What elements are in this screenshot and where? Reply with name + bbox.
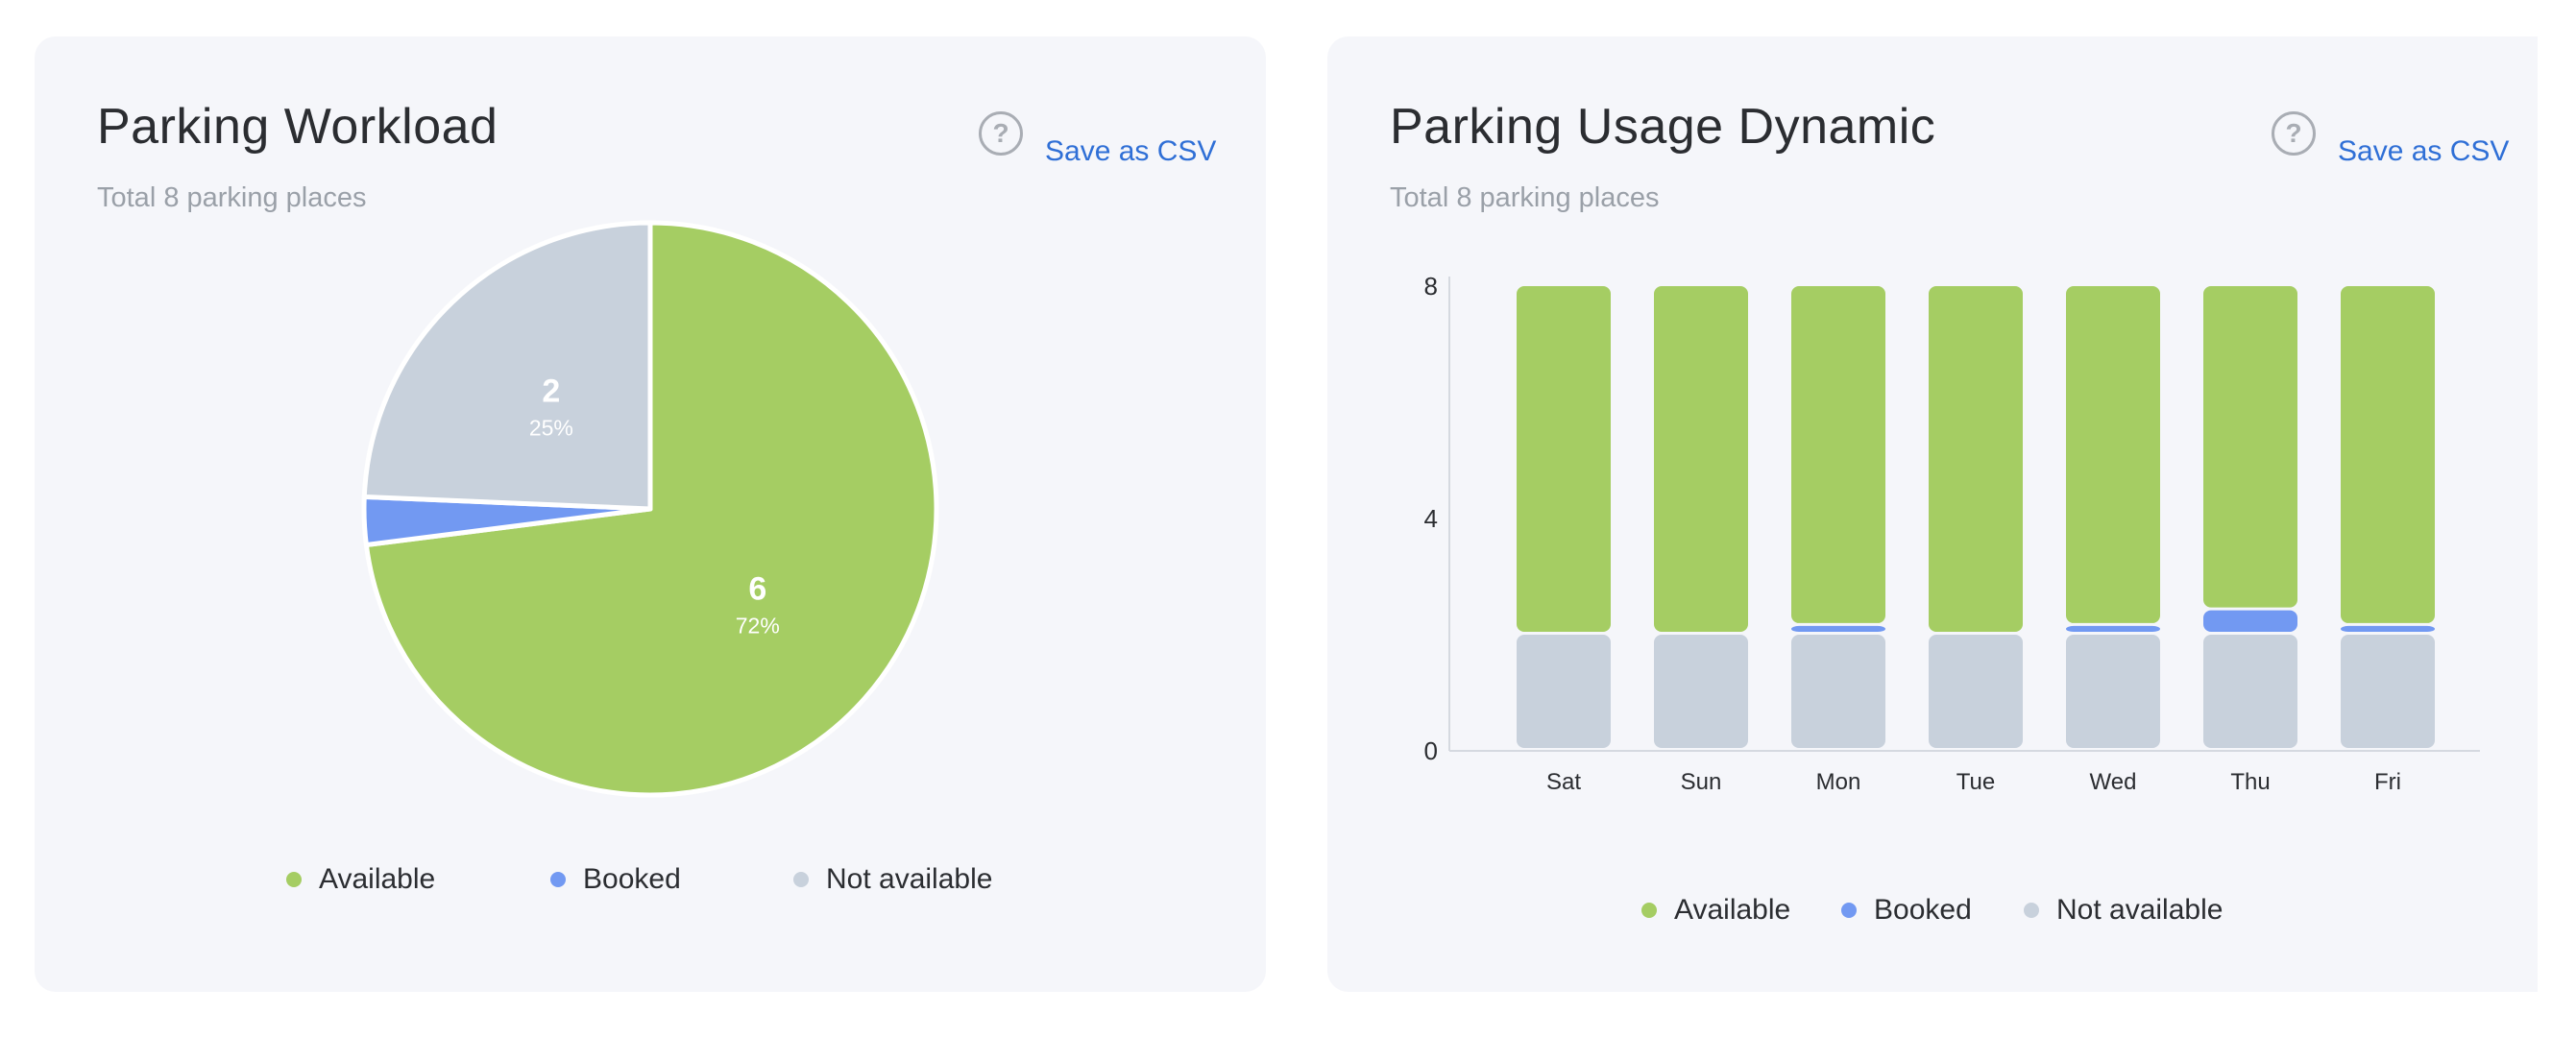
- legend-dot-not-available: [793, 872, 809, 887]
- legend-dot-available: [1641, 903, 1657, 918]
- bar-booked-mon[interactable]: [1791, 625, 1885, 632]
- x-tick-label: Sat: [1546, 769, 1581, 795]
- bar-not-available-tue[interactable]: [1929, 635, 2023, 748]
- x-tick-label: Tue: [1956, 769, 1995, 795]
- legend-item-booked[interactable]: Booked: [1841, 894, 1972, 927]
- x-tick-label: Wed: [2090, 769, 2137, 795]
- bar-not-available-wed[interactable]: [2066, 635, 2160, 748]
- y-tick-label: 4: [1424, 504, 1438, 533]
- pie-chart: 6 72% 2 25%: [361, 220, 939, 798]
- legend-label: Available: [1674, 894, 1791, 926]
- pie-percent-label-available: 72%: [736, 614, 780, 639]
- save-as-csv-link[interactable]: Save as CSV: [2338, 135, 2510, 167]
- bar-available-sat[interactable]: [1517, 286, 1611, 632]
- pie-percent-label-not-available: 25%: [529, 415, 573, 440]
- legend-item-not-available[interactable]: Not available: [793, 863, 992, 896]
- save-as-csv-link[interactable]: Save as CSV: [1045, 135, 1217, 167]
- parking-workload-card: Parking Workload Total 8 parking places …: [35, 36, 1266, 992]
- bar-not-available-thu[interactable]: [2203, 635, 2297, 748]
- legend-item-not-available[interactable]: Not available: [2024, 894, 2223, 927]
- legend-label: Booked: [1874, 894, 1972, 926]
- question-mark-icon[interactable]: ?: [979, 111, 1023, 156]
- parking-usage-dynamic-card: Parking Usage Dynamic Total 8 parking pl…: [1327, 36, 2538, 992]
- y-tick-label: 8: [1424, 272, 1438, 301]
- bar-booked-thu[interactable]: [2203, 610, 2297, 632]
- x-tick-label: Fri: [2374, 769, 2401, 795]
- card-title: Parking Usage Dynamic: [1390, 99, 1936, 155]
- bar-booked-wed[interactable]: [2066, 625, 2160, 632]
- legend-dot-booked: [550, 872, 566, 887]
- x-tick-label: Sun: [1681, 769, 1722, 795]
- card-subtitle: Total 8 parking places: [97, 182, 367, 213]
- legend-label: Booked: [583, 863, 681, 895]
- bar-available-thu[interactable]: [2203, 286, 2297, 608]
- legend-dot-booked: [1841, 903, 1857, 918]
- legend-item-booked[interactable]: Booked: [550, 863, 681, 896]
- legend-label: Available: [319, 863, 436, 895]
- legend-dot-available: [286, 872, 302, 887]
- card-title: Parking Workload: [97, 99, 498, 155]
- legend-dot-not-available: [2024, 903, 2039, 918]
- bar-not-available-sat[interactable]: [1517, 635, 1611, 748]
- stacked-bar-chart: 0 4 8 Sat Sun Mon Tue Wed Thu Fri: [1424, 272, 2480, 795]
- bar-not-available-sun[interactable]: [1654, 635, 1748, 748]
- bar-not-available-fri[interactable]: [2341, 635, 2435, 748]
- x-tick-label: Mon: [1816, 769, 1861, 795]
- pie-slice-not-available[interactable]: [361, 220, 653, 512]
- bar-available-fri[interactable]: [2341, 286, 2435, 623]
- card-subtitle: Total 8 parking places: [1390, 182, 1660, 213]
- legend-item-available[interactable]: Available: [286, 863, 435, 896]
- legend-item-available[interactable]: Available: [1641, 894, 1790, 927]
- bar-available-sun[interactable]: [1654, 286, 1748, 632]
- legend-label: Not available: [2056, 894, 2224, 926]
- y-tick-label: 0: [1424, 736, 1438, 765]
- x-tick-label: Thu: [2230, 769, 2270, 795]
- pie-value-label-available: 6: [748, 571, 766, 608]
- question-mark-icon[interactable]: ?: [2272, 111, 2316, 156]
- bar-not-available-mon[interactable]: [1791, 635, 1885, 748]
- bar-available-wed[interactable]: [2066, 286, 2160, 623]
- bar-available-tue[interactable]: [1929, 286, 2023, 632]
- pie-value-label-not-available: 2: [542, 373, 560, 409]
- legend-label: Not available: [826, 863, 993, 895]
- bar-booked-fri[interactable]: [2341, 625, 2435, 632]
- bar-available-mon[interactable]: [1791, 286, 1885, 623]
